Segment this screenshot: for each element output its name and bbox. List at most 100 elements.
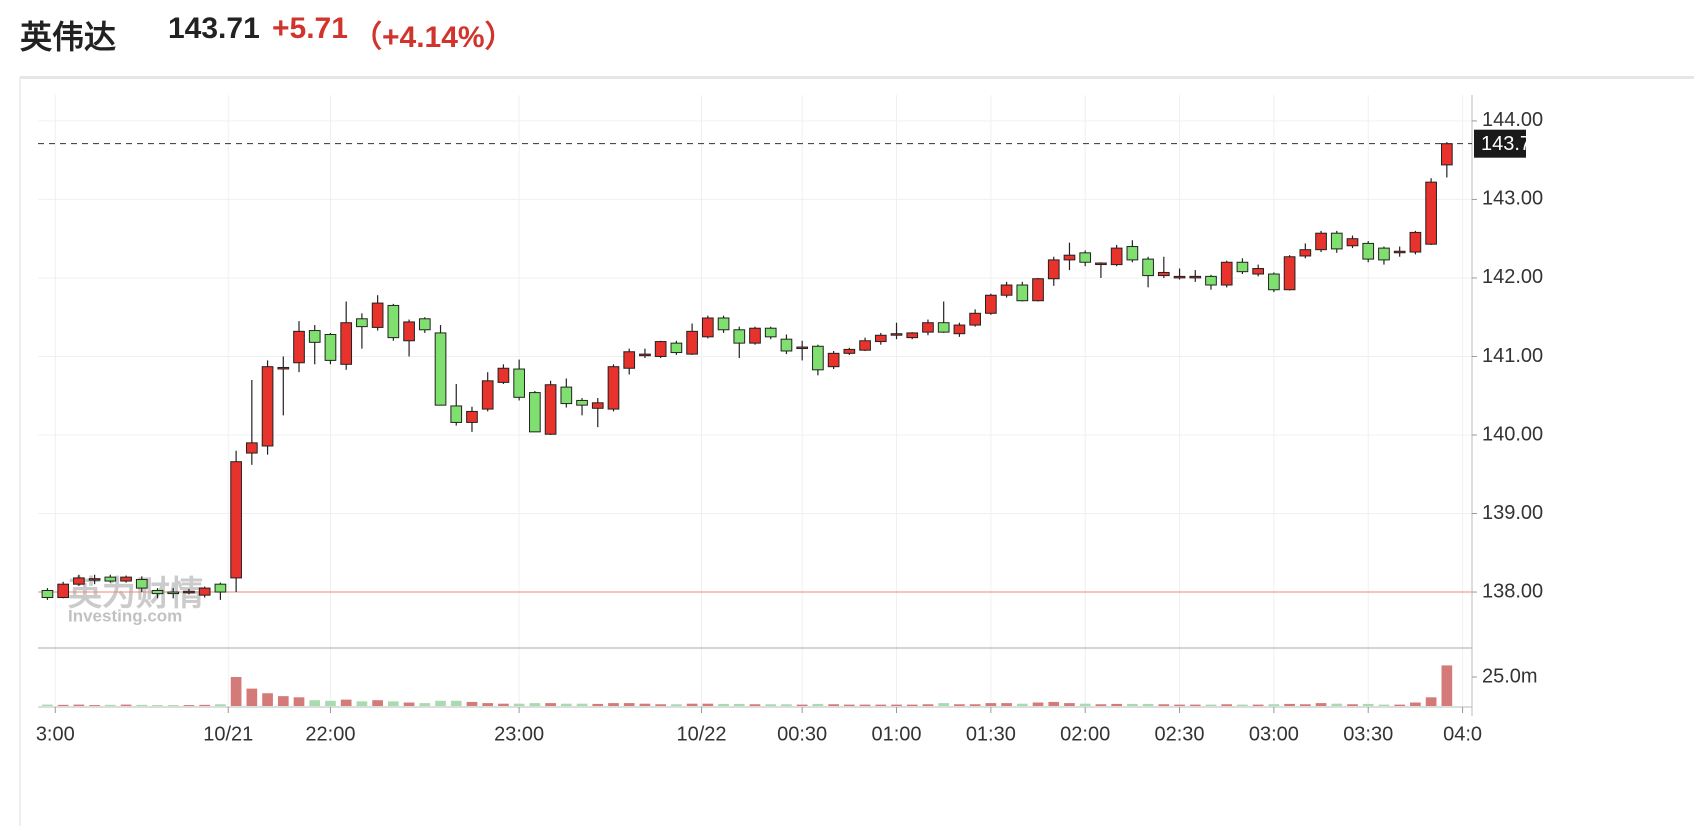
candle-body — [607, 366, 620, 410]
y-tick-label: 138.00 — [1482, 580, 1543, 602]
volume-bar — [152, 705, 163, 706]
volume-bar — [57, 704, 69, 706]
volume-bar — [1347, 704, 1358, 706]
volume-bar — [419, 703, 431, 706]
candle-body — [1393, 250, 1406, 254]
x-tick-label: 10/22 — [677, 723, 727, 745]
volume-bar — [356, 701, 368, 706]
x-tick-label: 02:30 — [1155, 723, 1205, 745]
candle-body — [135, 578, 148, 589]
candle-body — [356, 318, 368, 328]
candle-body — [1299, 249, 1312, 257]
candle-body — [937, 322, 950, 333]
y-tick-label: 139.00 — [1482, 502, 1543, 524]
candle-body — [686, 330, 698, 355]
candle-body — [245, 442, 258, 454]
candle-body — [1346, 238, 1359, 247]
candle-body — [434, 332, 447, 406]
volume-bar — [1394, 704, 1406, 706]
candle-body — [639, 353, 651, 357]
candle-body — [591, 402, 604, 409]
candle-body — [906, 332, 919, 339]
candle-body — [764, 327, 777, 338]
last-price-tag — [1474, 129, 1526, 158]
volume-bar — [1127, 703, 1138, 706]
chart-frame — [19, 77, 1694, 826]
candle-body — [340, 322, 353, 365]
volume-bar — [891, 704, 902, 706]
volume-bar — [325, 700, 336, 706]
volume-bar — [230, 677, 242, 706]
volume-bar — [922, 704, 934, 706]
candle-body — [827, 352, 840, 368]
volume-bar — [1237, 704, 1248, 706]
candle-body — [717, 317, 730, 331]
volume-bar — [859, 704, 871, 706]
volume-bar — [403, 702, 415, 706]
volume-bar — [309, 700, 321, 706]
stock-name: 英伟达 — [20, 19, 117, 55]
y-tick-label: 141.00 — [1482, 345, 1543, 367]
y-tick-label: 144.00 — [1482, 109, 1543, 131]
volume-bar — [969, 704, 981, 706]
candle-body — [1378, 247, 1390, 261]
candle-body — [780, 338, 793, 352]
volume-bar — [1205, 704, 1217, 706]
volume-bar — [435, 700, 446, 706]
candle-body — [701, 317, 714, 338]
candle-body — [560, 386, 573, 405]
volume-bar — [1441, 665, 1453, 706]
volume-bar — [199, 704, 211, 706]
candle-body — [1330, 232, 1343, 250]
candle-body — [1032, 278, 1044, 302]
volume-bar — [1378, 704, 1390, 706]
x-tick-label: 02:00 — [1060, 723, 1110, 745]
volume-bar — [985, 703, 997, 706]
candle-body — [749, 327, 761, 344]
candle-body — [293, 330, 305, 364]
candle-body — [1063, 254, 1076, 261]
volume-bar — [42, 704, 53, 706]
candle-body — [387, 304, 400, 339]
candle-body — [859, 340, 871, 351]
candle-body — [1047, 259, 1060, 280]
candle-body — [1189, 275, 1202, 279]
volume-bar — [246, 688, 258, 706]
volume-tick-label: 25.0m — [1482, 665, 1538, 687]
volume-bar — [167, 705, 179, 706]
candle-body — [1362, 242, 1375, 260]
candle-body — [183, 590, 195, 594]
volume-bar — [1221, 704, 1233, 706]
volume-bar — [655, 704, 667, 706]
candle-body — [1283, 256, 1296, 291]
candle-body — [1220, 261, 1233, 286]
volume-bar — [576, 703, 588, 706]
volume-bar — [73, 704, 85, 706]
candle-body — [812, 345, 824, 371]
x-tick-label: 03:00 — [1249, 723, 1299, 745]
volume-bar — [545, 703, 556, 706]
candle-body — [1110, 247, 1123, 266]
candle-body — [41, 589, 54, 599]
volume-bar — [1362, 703, 1374, 706]
change-pct: （+4.14%） — [352, 21, 515, 54]
volume-bar — [843, 704, 855, 706]
candle-body — [1425, 181, 1437, 245]
volume-bar — [1284, 703, 1295, 706]
volume-bar — [277, 696, 289, 706]
volume-bar — [1299, 704, 1311, 706]
candle-body — [1252, 268, 1265, 275]
candle-body — [104, 576, 117, 582]
x-tick-label: 10/21 — [203, 723, 253, 745]
x-tick-label: 03:30 — [1343, 723, 1393, 745]
candle-body — [57, 583, 70, 599]
volume-bar — [1142, 703, 1154, 706]
volume-bar — [262, 693, 273, 706]
candle-body — [450, 405, 463, 423]
candle-body — [73, 577, 85, 585]
volume-bar — [1410, 702, 1421, 706]
volume-bar — [828, 704, 839, 706]
x-tick-label: 3:00 — [36, 723, 75, 745]
volume-bar — [781, 704, 792, 706]
